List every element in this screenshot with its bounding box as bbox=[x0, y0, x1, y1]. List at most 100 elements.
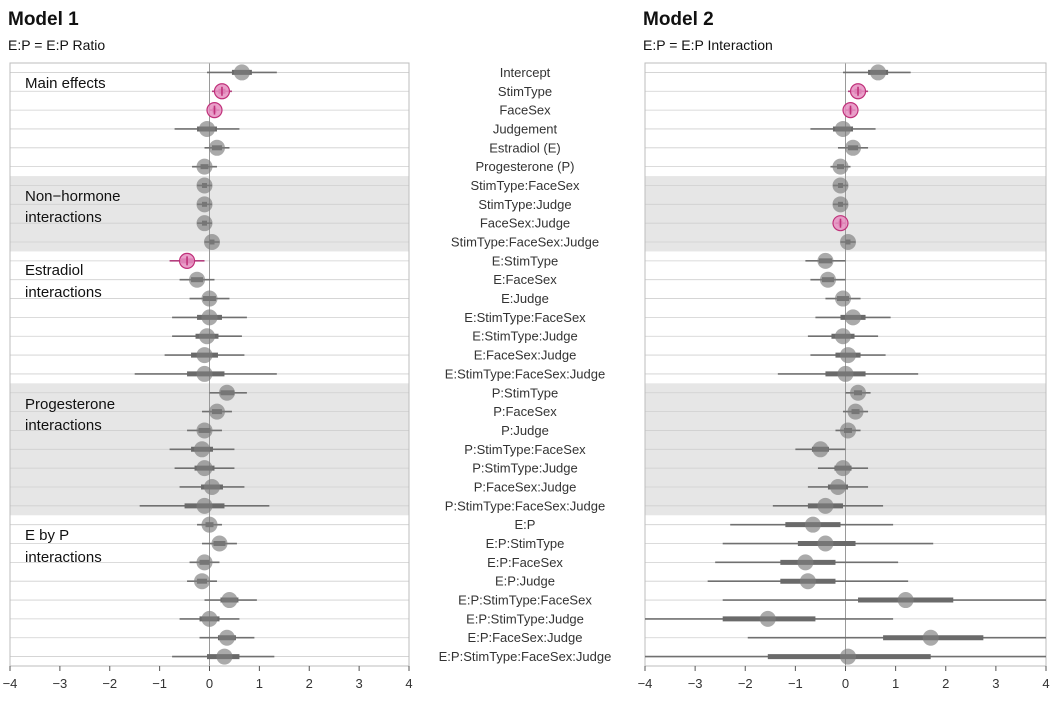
term-label-e-facesex-judge: E:FaceSex:Judge bbox=[474, 348, 577, 363]
group-label-non-hormone-interactions: Non−hormone interactions bbox=[25, 188, 120, 226]
estimate-point bbox=[840, 234, 857, 251]
term-label-facesex: FaceSex bbox=[499, 103, 551, 118]
estimate-e-p-facesex-judge bbox=[199, 629, 255, 646]
term-label-p-facesex-judge: P:FaceSex:Judge bbox=[474, 479, 577, 494]
estimate-estradiol-e bbox=[204, 139, 230, 156]
group-label-line: interactions bbox=[25, 284, 102, 301]
estimate-point bbox=[203, 234, 220, 251]
term-label-judgement: Judgement bbox=[493, 121, 558, 136]
group-label-line: interactions bbox=[25, 209, 102, 226]
x-tick-label: −4 bbox=[3, 676, 18, 691]
group-label-line: interactions bbox=[25, 549, 102, 566]
estimate-p-stimtype bbox=[845, 384, 871, 401]
group-label-line: interactions bbox=[25, 417, 102, 434]
x-tick-label: 0 bbox=[842, 676, 849, 691]
estimate-stimtype-judge bbox=[196, 196, 213, 213]
model-2-panel: Model 2 E:P = E:P Interaction −4 −3 −2 −1 0 1… bbox=[638, 9, 1050, 691]
estimate-facesex bbox=[206, 102, 223, 119]
x-tick-label: −3 bbox=[688, 676, 703, 691]
term-label-progesterone-p: Progesterone (P) bbox=[476, 159, 575, 174]
estimate-point bbox=[817, 535, 834, 552]
estimate-p-stimtype-facesex-judge bbox=[772, 497, 884, 514]
estimate-p-stimtype bbox=[209, 384, 247, 401]
estimate-point bbox=[817, 252, 834, 269]
estimate-point bbox=[199, 120, 216, 137]
term-label-e-judge: E:Judge bbox=[501, 291, 549, 306]
x-tick-label: −2 bbox=[738, 676, 753, 691]
estimate-facesex-judge bbox=[832, 215, 849, 232]
x-tick-label: 4 bbox=[1042, 676, 1049, 691]
estimate-p-stimtype-judge bbox=[817, 460, 869, 477]
estimate-e-p-stimtype bbox=[722, 535, 934, 552]
estimate-e-p-judge bbox=[187, 573, 217, 590]
x-tick-label: 3 bbox=[356, 676, 363, 691]
term-label-stimtype-facesex-judge: StimType:FaceSex:Judge bbox=[451, 235, 599, 250]
term-label-e-stimtype-judge: E:StimType:Judge bbox=[472, 329, 578, 344]
group-label-line: Progesterone bbox=[25, 396, 115, 413]
estimate-e-stimtype-facesex bbox=[815, 309, 891, 326]
estimate-point bbox=[201, 610, 218, 627]
estimate-e-stimtype-judge bbox=[807, 328, 879, 345]
estimate-progesterone-p bbox=[192, 158, 217, 175]
estimate-point bbox=[847, 403, 864, 420]
term-label-p-facesex: P:FaceSex bbox=[493, 404, 557, 419]
estimate-p-judge bbox=[835, 422, 861, 439]
estimate-point bbox=[196, 158, 213, 175]
estimate-point bbox=[832, 158, 849, 175]
estimate-point bbox=[196, 497, 213, 514]
estimate-e-stimtype bbox=[805, 252, 846, 269]
model-1-panel: Model 1 E:P = E:P Ratio Main effects Non−… bbox=[3, 9, 413, 691]
term-label-e-stimtype-facesex-judge: E:StimType:FaceSex:Judge bbox=[445, 366, 605, 381]
estimate-point bbox=[211, 535, 228, 552]
estimate-estradiol-e bbox=[837, 139, 869, 156]
estimate-e-stimtype-facesex-judge bbox=[777, 365, 919, 382]
estimate-e-p-stimtype-judge bbox=[645, 610, 894, 627]
estimate-point bbox=[196, 196, 213, 213]
estimate-point bbox=[870, 64, 887, 81]
x-tick-label: −4 bbox=[638, 676, 653, 691]
estimate-p-stimtype-facesex bbox=[795, 441, 846, 458]
estimate-point bbox=[201, 309, 218, 326]
estimate-p-stimtype-judge bbox=[174, 460, 235, 477]
term-label-estradiol-e: Estradiol (E) bbox=[489, 140, 561, 155]
term-labels: Intercept StimType FaceSex Judgement Estradi… bbox=[439, 65, 612, 664]
estimate-point bbox=[834, 328, 851, 345]
model-1-x-axis: −4 −3 −2 −1 0 1 2 3 4 bbox=[3, 666, 413, 691]
estimate-e-p-stimtype bbox=[202, 535, 237, 552]
estimate-e-p-judge bbox=[707, 573, 909, 590]
estimate-e-p bbox=[730, 516, 894, 533]
estimate-e-p-facesex bbox=[715, 554, 899, 571]
term-label-facesex-judge: FaceSex:Judge bbox=[480, 216, 570, 231]
estimate-e-p-stimtype-facesex-judge bbox=[172, 648, 275, 665]
term-label-intercept: Intercept bbox=[500, 65, 551, 80]
estimate-e-stimtype-facesex bbox=[172, 309, 247, 326]
estimate-stimtype-facesex-judge bbox=[840, 234, 857, 251]
estimate-point bbox=[196, 365, 213, 382]
estimate-point bbox=[834, 460, 851, 477]
estimate-e-facesex-judge bbox=[810, 347, 886, 364]
estimate-progesterone-p bbox=[830, 158, 851, 175]
estimate-point bbox=[832, 196, 849, 213]
term-label-stimtype: StimType bbox=[498, 84, 552, 99]
estimate-point bbox=[208, 403, 225, 420]
term-label-e-p-stimtype-facesex-judge: E:P:StimType:FaceSex:Judge bbox=[439, 649, 612, 664]
x-tick-label: 0 bbox=[206, 676, 213, 691]
estimate-e-p-stimtype-facesex bbox=[722, 592, 1046, 609]
estimate-e-p bbox=[197, 516, 222, 533]
estimate-point bbox=[196, 347, 213, 364]
estimate-point bbox=[218, 629, 235, 646]
estimate-e-stimtype bbox=[169, 252, 205, 269]
estimate-point bbox=[218, 384, 235, 401]
model-2-marks bbox=[645, 64, 1046, 665]
term-label-p-judge: P:Judge bbox=[501, 423, 549, 438]
estimate-judgement bbox=[174, 120, 240, 137]
estimate-point bbox=[797, 554, 814, 571]
estimate-point bbox=[840, 648, 857, 665]
estimate-e-p-stimtype-facesex-judge bbox=[645, 648, 1046, 665]
estimate-p-judge bbox=[187, 422, 222, 439]
term-label-p-stimtype: P:StimType bbox=[492, 385, 558, 400]
term-label-e-p-stimtype-facesex: E:P:StimType:FaceSex bbox=[458, 593, 592, 608]
group-label-line: Non−hormone bbox=[25, 188, 120, 205]
estimate-point bbox=[201, 290, 218, 307]
